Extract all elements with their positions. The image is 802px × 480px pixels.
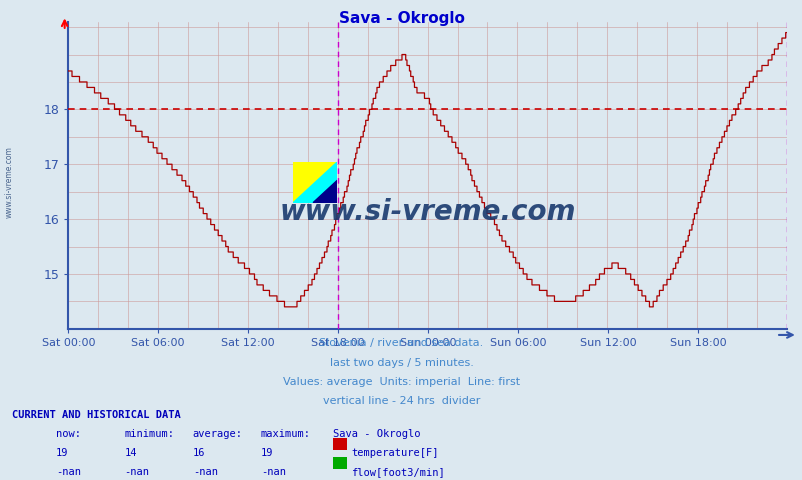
Text: -nan: -nan bbox=[261, 467, 286, 477]
Text: www.si-vreme.com: www.si-vreme.com bbox=[5, 146, 14, 218]
Text: Sava - Okroglo: Sava - Okroglo bbox=[338, 11, 464, 25]
Polygon shape bbox=[293, 162, 337, 203]
Text: -nan: -nan bbox=[56, 467, 81, 477]
Text: 19: 19 bbox=[56, 448, 69, 458]
Text: 14: 14 bbox=[124, 448, 137, 458]
Text: Slovenia / river and sea data.: Slovenia / river and sea data. bbox=[319, 338, 483, 348]
Text: CURRENT AND HISTORICAL DATA: CURRENT AND HISTORICAL DATA bbox=[12, 410, 180, 420]
Text: -nan: -nan bbox=[124, 467, 149, 477]
Text: Sava - Okroglo: Sava - Okroglo bbox=[333, 429, 420, 439]
Text: Values: average  Units: imperial  Line: first: Values: average Units: imperial Line: fi… bbox=[282, 377, 520, 387]
Polygon shape bbox=[313, 180, 337, 203]
Text: average:: average: bbox=[192, 429, 242, 439]
Text: www.si-vreme.com: www.si-vreme.com bbox=[279, 198, 575, 226]
Text: now:: now: bbox=[56, 429, 81, 439]
Text: minimum:: minimum: bbox=[124, 429, 174, 439]
Text: maximum:: maximum: bbox=[261, 429, 310, 439]
Text: -nan: -nan bbox=[192, 467, 217, 477]
Text: 19: 19 bbox=[261, 448, 273, 458]
Polygon shape bbox=[293, 162, 337, 203]
Text: 16: 16 bbox=[192, 448, 205, 458]
Text: vertical line - 24 hrs  divider: vertical line - 24 hrs divider bbox=[322, 396, 480, 406]
Text: flow[foot3/min]: flow[foot3/min] bbox=[350, 467, 444, 477]
Text: temperature[F]: temperature[F] bbox=[350, 448, 438, 458]
Text: last two days / 5 minutes.: last two days / 5 minutes. bbox=[329, 358, 473, 368]
